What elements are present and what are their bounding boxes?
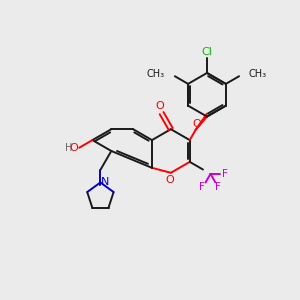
Text: F: F [199,182,205,192]
Text: Cl: Cl [202,47,212,57]
Text: F: F [215,182,221,192]
Text: O: O [166,175,174,185]
Text: N: N [101,177,110,187]
Text: F: F [222,169,228,179]
Text: CH₃: CH₃ [249,69,267,79]
Text: O: O [155,101,164,111]
Text: CH₃: CH₃ [147,69,165,79]
Text: H: H [65,143,72,153]
Text: O: O [70,143,78,153]
Text: O: O [192,119,201,129]
